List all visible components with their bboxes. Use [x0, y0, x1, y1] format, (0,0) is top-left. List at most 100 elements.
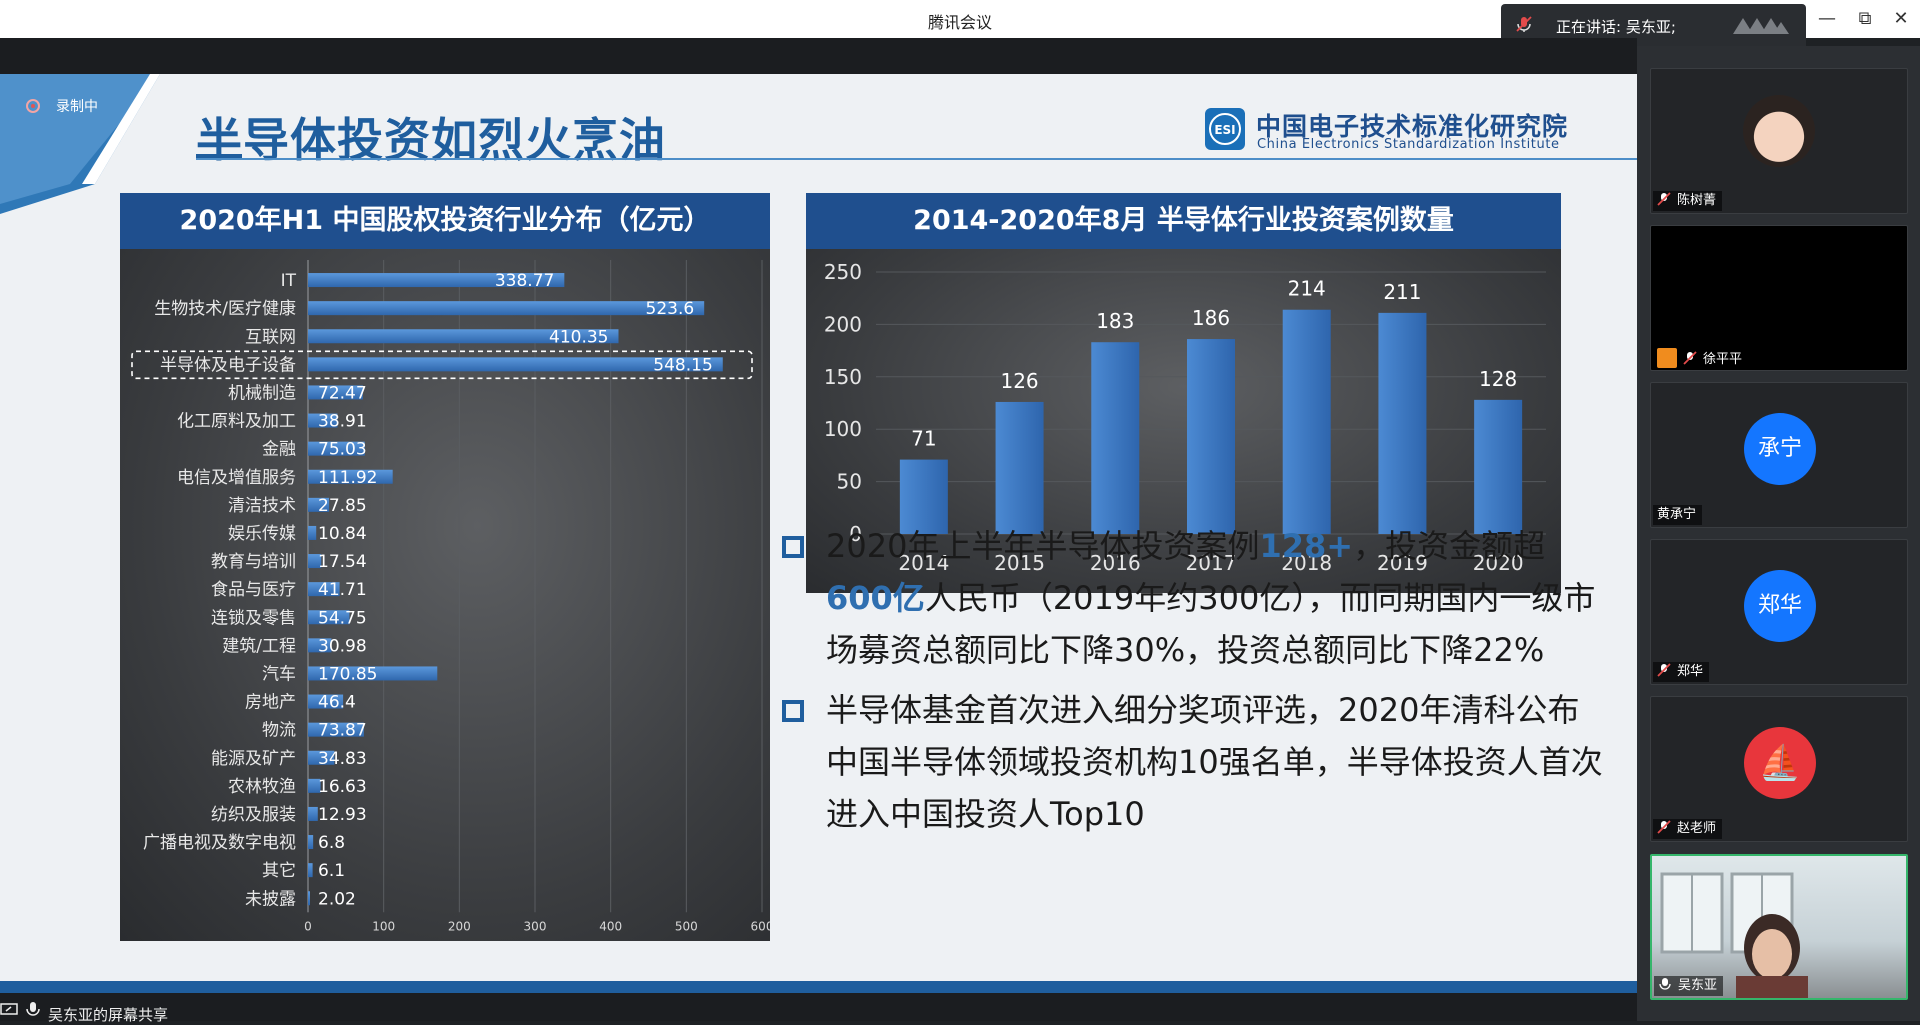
- data-label: 72.47: [318, 383, 367, 403]
- participant-tile[interactable]: 承宁 黄承宁: [1650, 382, 1908, 528]
- x-tick-label: 2015: [994, 551, 1045, 575]
- industry-distribution-chart: 2020年H1 中国股权投资行业分布（亿元） 0 100 200 300 400 500 6…: [120, 193, 773, 941]
- y-tick-label: 200: [824, 312, 862, 336]
- participant-tile[interactable]: 陈树菁: [1650, 68, 1908, 214]
- bar: [308, 554, 322, 569]
- x-tick-label: 100: [372, 919, 395, 933]
- bar: [308, 806, 318, 821]
- bullet-text: 人民币（2019年约300亿），而同期国内一级市场募资总额同比下降30%，投资总…: [826, 579, 1596, 669]
- minimize-button[interactable]: —: [1818, 8, 1836, 29]
- category-label: 连锁及零售: [211, 608, 296, 628]
- bar: [308, 750, 335, 765]
- restore-button[interactable]: ⧉: [1858, 8, 1872, 29]
- speaking-label: 正在讲话: 吴东亚;: [1556, 18, 1676, 36]
- x-tick-label: 2016: [1090, 551, 1141, 575]
- microphone-icon: [26, 1002, 40, 1016]
- screen-share-icon: [0, 1003, 18, 1015]
- data-label: 73.87: [318, 721, 367, 741]
- data-label: 211: [1383, 280, 1421, 304]
- data-label: 111.92: [318, 468, 377, 488]
- bar: [308, 582, 340, 597]
- participant-name-tag: 陈树菁: [1653, 191, 1723, 211]
- participant-video: [1660, 872, 1808, 998]
- category-label: 化工原料及加工: [177, 412, 296, 432]
- institute-logo: ESI 中国电子技术标准化研究院 China Electronics Stand…: [1204, 105, 1574, 155]
- category-label: 教育与培训: [211, 552, 296, 572]
- x-tick-label: 400: [599, 919, 622, 933]
- participant-tile[interactable]: 徐平平: [1650, 225, 1908, 371]
- category-label: 汽车: [262, 664, 296, 684]
- mic-muted-icon: [1683, 351, 1697, 365]
- y-tick-label: 150: [824, 365, 862, 389]
- x-tick-label: 500: [675, 919, 698, 933]
- x-tick-label: 2018: [1281, 551, 1332, 575]
- data-label: 27.85: [318, 496, 367, 516]
- data-label: 183: [1096, 309, 1134, 333]
- category-label: 清洁技术: [228, 496, 296, 516]
- recording-indicator: 录制中: [26, 96, 98, 116]
- bar: [1282, 309, 1331, 534]
- participant-name-tag: 赵老师: [1653, 819, 1723, 839]
- category-label: 机械制造: [228, 383, 296, 403]
- screen-share-bar: 吴东亚的屏幕共享: [0, 993, 1637, 1024]
- bar: [1091, 342, 1140, 534]
- x-tick-label: 2017: [1186, 551, 1237, 575]
- case-count-chart: 2014-2020年8月 半导体行业投资案例数量 0 50 100 150 200 250…: [806, 193, 1561, 593]
- data-label: 75.03: [318, 440, 367, 460]
- bullet-item: 2020年上半年半导体投资案例128+，投资金额超 600亿人民币（2019年约3…: [780, 520, 1610, 676]
- participant-tile[interactable]: ⛵ 赵老师: [1650, 696, 1908, 842]
- bar: [308, 413, 338, 428]
- data-label: 6.8: [318, 833, 345, 853]
- user-icon: [1657, 348, 1677, 368]
- speaker-wave-icon: [1733, 18, 1789, 34]
- category-label: 食品与医疗: [211, 580, 296, 600]
- close-button[interactable]: ✕: [1893, 8, 1909, 29]
- data-label: 12.93: [318, 805, 367, 825]
- participant-tile-active[interactable]: 吴东亚: [1650, 854, 1908, 1000]
- category-label: 房地产: [245, 693, 296, 713]
- bullet-square-icon: [782, 536, 804, 558]
- data-label: 38.91: [318, 412, 367, 432]
- data-label: 46.4: [318, 693, 356, 713]
- data-label: 2.02: [318, 889, 356, 909]
- data-label: 10.84: [318, 524, 367, 544]
- x-tick-label: 200: [448, 919, 471, 933]
- bar: [308, 835, 314, 850]
- sailboat-avatar-icon: ⛵: [1744, 727, 1816, 799]
- participant-tile[interactable]: 郑华 郑华: [1650, 539, 1908, 685]
- participant-photo: [1743, 95, 1815, 167]
- bullet-text: 2020年上半年半导体投资案例: [826, 527, 1260, 565]
- speaking-indicator: 正在讲话: 吴东亚;: [1501, 4, 1806, 46]
- data-label: 126: [1000, 369, 1038, 393]
- participant-name-tag: 郑华: [1653, 662, 1710, 682]
- bar: [308, 778, 321, 793]
- industry-bar-chart: 0 100 200 300 400 500 600 IT 338.77 生物技术/医疗健康 523.…: [131, 260, 773, 933]
- mic-muted-icon: [1657, 192, 1671, 206]
- mic-muted-icon: [1657, 663, 1671, 677]
- bar: [308, 722, 364, 737]
- category-label: 建筑/工程: [222, 636, 296, 656]
- category-label: 其它: [262, 861, 296, 881]
- case-count-bar-chart: 0 50 100 150 200 250 71 2014 126 2015 183 2016 186 20…: [824, 260, 1546, 575]
- category-label: 物流: [262, 721, 296, 741]
- industry-chart-body: 0 100 200 300 400 500 600 IT 338.77 生物技术/医疗健康 523.…: [120, 249, 773, 941]
- bar: [1474, 399, 1523, 534]
- slide-footer-band: [0, 981, 1637, 993]
- category-label: 广播电视及数字电视: [143, 833, 296, 853]
- data-label: 6.1: [318, 861, 345, 881]
- bar: [308, 694, 344, 709]
- participant-avatar: 承宁: [1744, 413, 1816, 485]
- x-tick-label: 2019: [1377, 551, 1428, 575]
- category-label: 纺织及服装: [211, 805, 296, 825]
- data-label: 16.63: [318, 777, 367, 797]
- bar: [308, 666, 438, 681]
- bullet-text: ，投资金额超: [1353, 527, 1546, 565]
- data-label: 548.15: [653, 355, 712, 375]
- bar: [1187, 339, 1235, 534]
- x-tick-label: 600: [751, 919, 770, 933]
- svg-text:ESI: ESI: [1214, 123, 1235, 137]
- bar: [308, 357, 723, 372]
- data-label: 523.6: [646, 299, 695, 319]
- case-chart-body: 0 50 100 150 200 250 71 2014 126 2015 183 2016 186 20…: [806, 249, 1561, 593]
- category-label: 农林牧渔: [228, 777, 296, 797]
